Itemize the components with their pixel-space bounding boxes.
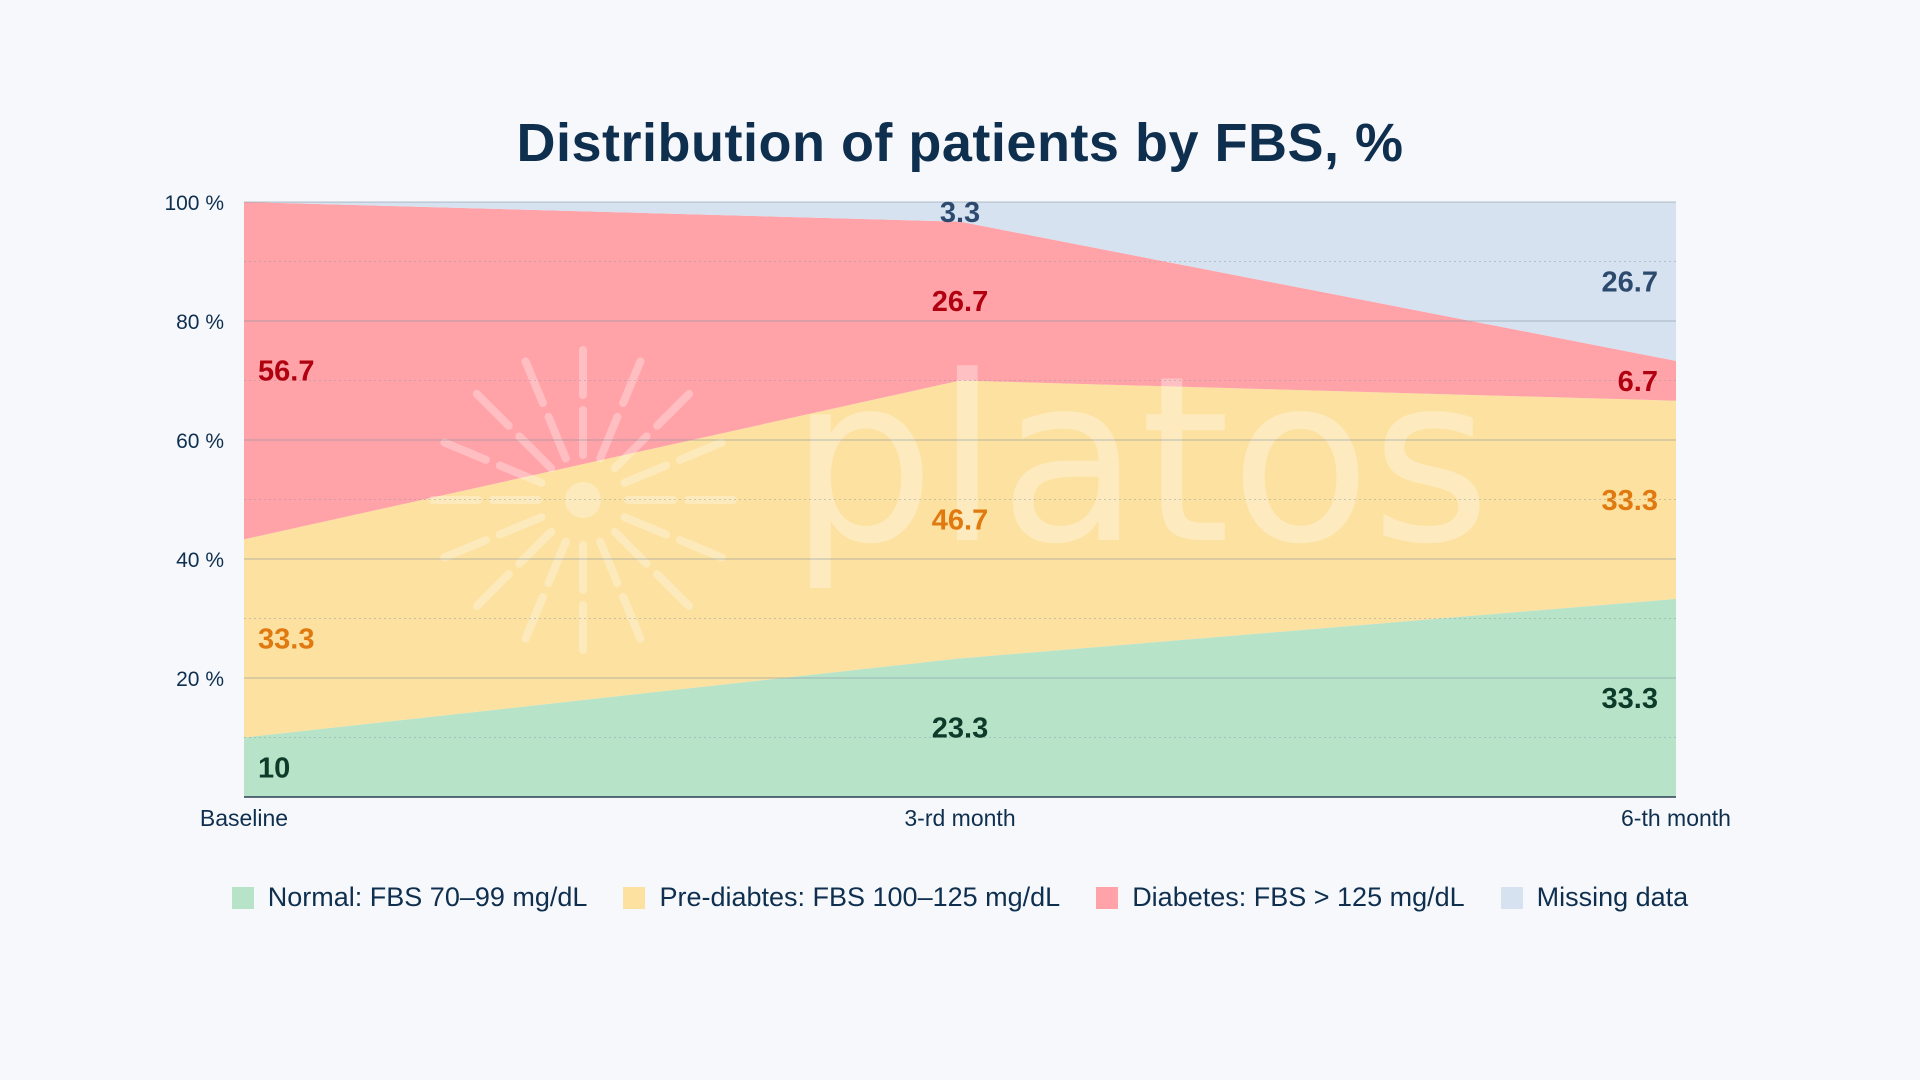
watermark-sun-icon	[429, 346, 737, 654]
area-3	[244, 202, 1676, 361]
watermark-ray	[676, 536, 726, 562]
data-label: 46.7	[932, 504, 988, 536]
data-label: 56.7	[258, 356, 314, 388]
y-tick-label: 100 %	[164, 192, 224, 215]
watermark-ray	[472, 570, 513, 611]
watermark-ray	[610, 432, 651, 473]
legend-swatch	[623, 886, 646, 909]
watermark-ray	[515, 432, 556, 473]
watermark-ray	[653, 389, 694, 430]
chart-title: Distribution of patients by FBS, %	[516, 113, 1404, 173]
watermark-ray	[440, 438, 490, 464]
watermark-ray	[676, 438, 726, 464]
data-label: 10	[258, 752, 290, 784]
watermark-ray	[653, 570, 694, 611]
watermark-ray	[544, 412, 570, 463]
chart-legend: Normal: FBS 70–99 mg/dL Pre-diabtes: FBS …	[0, 882, 1920, 913]
watermark-ray	[619, 357, 645, 407]
data-label: 3.3	[940, 197, 980, 229]
data-label: 26.7	[1602, 266, 1658, 298]
watermark-ray	[619, 593, 645, 643]
legend-label: Pre-diabtes: FBS 100–125 mg/dL	[659, 882, 1061, 912]
watermark-ray	[544, 537, 570, 588]
watermark-ray	[596, 412, 622, 463]
data-label: 6.7	[1618, 366, 1658, 398]
watermark-ray	[472, 389, 513, 430]
legend-swatch	[1500, 886, 1523, 909]
watermark-ray	[521, 593, 547, 643]
area-2	[244, 202, 1676, 540]
watermark-ray	[440, 536, 490, 562]
legend-item: Missing data	[1500, 882, 1689, 913]
legend-swatch	[1096, 886, 1119, 909]
data-label: 33.3	[258, 623, 314, 655]
watermark-sun-core	[565, 482, 601, 518]
watermark-ray	[515, 527, 556, 568]
legend-swatch	[231, 886, 254, 909]
legend-item: Pre-diabtes: FBS 100–125 mg/dL	[623, 882, 1060, 913]
data-label: 33.3	[1602, 485, 1658, 517]
watermark-logo: platos	[789, 328, 1491, 595]
legend-item: Normal: FBS 70–99 mg/dL	[231, 882, 588, 913]
data-label: 26.7	[932, 286, 988, 318]
y-tick-label: 60 %	[176, 430, 224, 453]
legend-label: Normal: FBS 70–99 mg/dL	[267, 882, 588, 912]
x-tick-label: 3-rd month	[904, 805, 1015, 831]
legend-label: Diabetes: FBS > 125 mg/dL	[1132, 882, 1465, 912]
y-tick-label: 80 %	[176, 311, 224, 334]
watermark-ray	[495, 513, 546, 539]
x-tick-label: 6-th month	[1621, 805, 1731, 831]
data-label: 33.3	[1602, 683, 1658, 715]
watermark-ray	[495, 461, 546, 487]
watermark-ray	[610, 527, 651, 568]
watermark-ray	[620, 461, 671, 487]
y-tick-label: 40 %	[176, 549, 224, 572]
area-0	[244, 598, 1676, 797]
watermark-ray	[596, 537, 622, 588]
y-tick-label: 20 %	[176, 668, 224, 691]
legend-item: Diabetes: FBS > 125 mg/dL	[1096, 882, 1465, 913]
x-tick-label: Baseline	[200, 805, 288, 831]
data-label: 23.3	[932, 713, 988, 745]
watermark-ray	[620, 513, 671, 539]
watermark-ray	[521, 357, 547, 407]
legend-label: Missing data	[1536, 882, 1689, 912]
